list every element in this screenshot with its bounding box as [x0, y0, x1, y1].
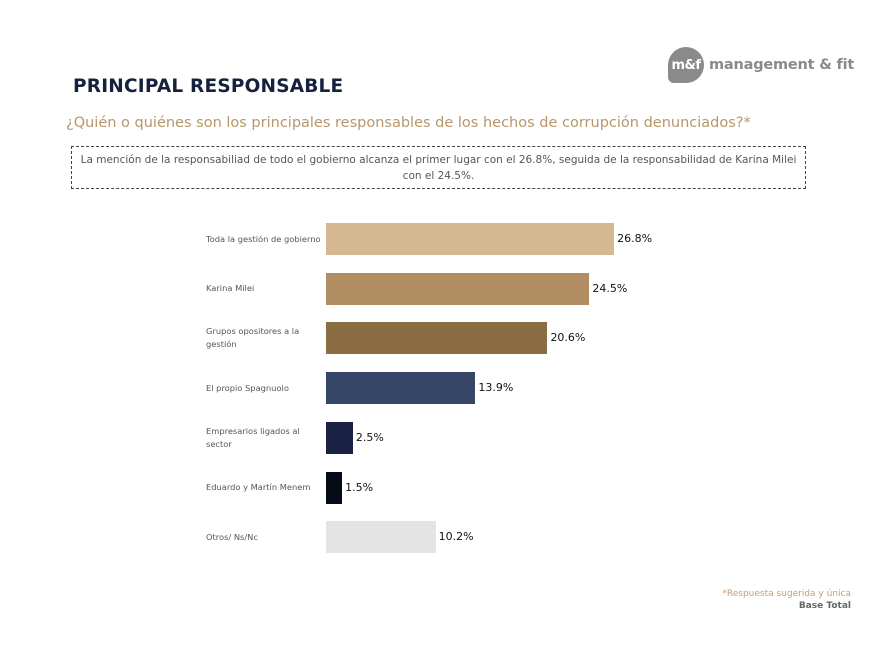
bar	[326, 421, 353, 454]
page-title: PRINCIPAL RESPONSABLE	[73, 76, 344, 97]
value-label: 2.5%	[355, 430, 384, 444]
bar	[326, 372, 476, 405]
category-label: Toda la gestión de gobierno	[206, 233, 321, 244]
survey-question: ¿Quién o quiénes son los principales res…	[66, 115, 751, 131]
logo-badge: m&f	[668, 47, 704, 83]
bar	[326, 471, 343, 504]
category-label: Grupos opositores a la gestión	[206, 326, 300, 350]
category-label: Otros/ Ns/Nc	[206, 531, 258, 542]
bar	[326, 322, 548, 355]
logo-text: management & fit	[709, 57, 855, 73]
bar	[326, 521, 436, 554]
summary-box: La mención de la responsabiliad de todo …	[71, 146, 806, 189]
bar	[326, 272, 590, 305]
base-label: Base Total	[798, 601, 851, 611]
value-label: 26.8%	[617, 232, 653, 245]
category-label: Empresarios ligados al sector	[206, 425, 300, 449]
value-label: 13.9%	[478, 381, 514, 395]
category-label: Karina Milei	[206, 283, 255, 294]
value-label: 24.5%	[592, 281, 628, 295]
category-label: Eduardo y Martín Menem	[206, 482, 311, 492]
brand-logo: m&f management & fit	[668, 47, 854, 83]
value-label: 20.6%	[550, 331, 586, 345]
category-label: El propio Spagnuolo	[206, 382, 289, 393]
value-label: 1.5%	[345, 480, 374, 494]
footnote: *Respuesta sugerida y única	[722, 589, 851, 599]
value-label: 10.2%	[438, 530, 474, 544]
bar	[326, 223, 615, 255]
